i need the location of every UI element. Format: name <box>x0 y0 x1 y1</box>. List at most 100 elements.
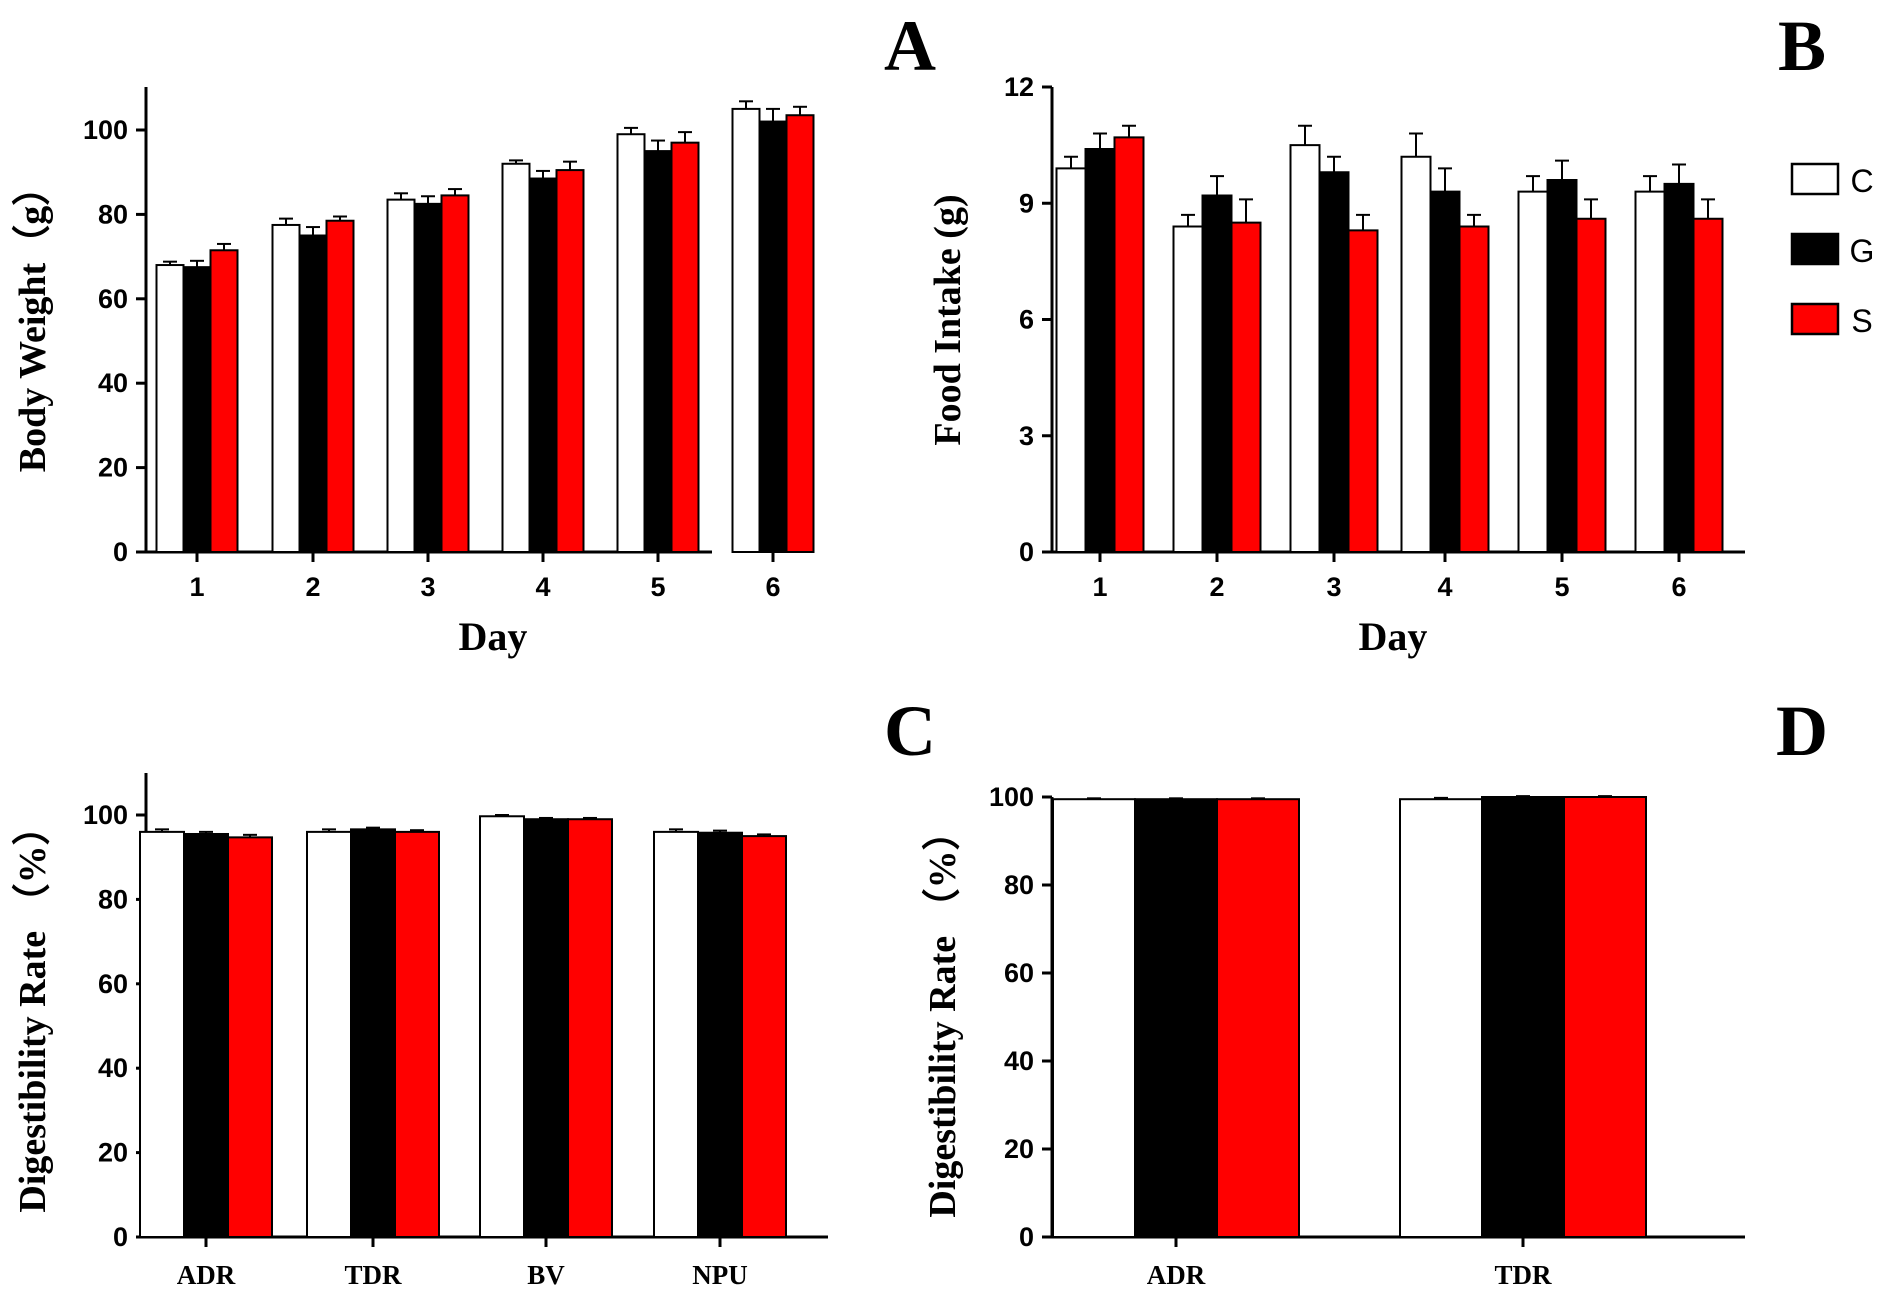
bar-s <box>1458 225 1490 553</box>
x-tick-label: 2 <box>1209 572 1224 602</box>
bar-c <box>139 830 185 1238</box>
x-tick-label: 5 <box>1554 572 1569 602</box>
panel-letter: A <box>884 6 936 86</box>
y-tick-label: 60 <box>98 284 128 314</box>
bar-g <box>758 120 788 553</box>
y-axis-title: Food Intake (g) <box>927 194 969 445</box>
x-tick-label: 3 <box>420 572 435 602</box>
bar-c <box>1172 225 1204 553</box>
y-axis-title: Digestibility Rate （%） <box>12 807 54 1212</box>
bar-c <box>306 830 352 1238</box>
y-tick-label: 9 <box>1019 188 1034 218</box>
y-tick-label: 80 <box>98 884 128 914</box>
y-axis-title: Digestibility Rate （%） <box>922 812 964 1217</box>
y-tick-label: 60 <box>1004 958 1034 988</box>
bar-s <box>1216 798 1300 1238</box>
panel-a-body-weight: 0 20 40 60 80 100 1 2 3 4 5 6 Body Weight（g） Day A <box>12 6 936 659</box>
panel-c-digestibility: 0 20 40 60 80 100 ADR TDR BV NPU Digestibility Rat… <box>12 691 936 1290</box>
y-tick-label: 100 <box>83 800 128 830</box>
y-tick-label: 0 <box>113 1222 128 1252</box>
bar-c <box>1400 155 1432 553</box>
panel-letter: D <box>1776 691 1828 771</box>
y-tick-label: 100 <box>989 782 1034 812</box>
x-tick-label: ADR <box>177 1260 236 1290</box>
x-tick-label: 6 <box>1671 572 1686 602</box>
y-tick-label: 80 <box>1004 870 1034 900</box>
panel-letter: B <box>1778 6 1826 86</box>
legend-label-s: S <box>1851 303 1872 339</box>
bar-s <box>741 835 787 1238</box>
y-tick-label: 40 <box>98 368 128 398</box>
bar-g <box>1201 194 1233 553</box>
y-axis-title: Body Weight（g） <box>12 168 54 472</box>
bar-c <box>731 107 761 554</box>
bar-c <box>1289 144 1321 553</box>
x-axis-title: Day <box>1359 614 1428 659</box>
x-axis-title: Day <box>459 614 528 659</box>
bar-g <box>182 266 212 553</box>
x-tick-label: NPU <box>692 1260 748 1290</box>
bar-s <box>1563 796 1647 1238</box>
bar-s <box>227 836 273 1239</box>
y-tick-label: 40 <box>1004 1046 1034 1076</box>
bar-s <box>1575 217 1607 553</box>
bar-g <box>1663 182 1695 553</box>
bar-s <box>555 169 585 553</box>
bar-g <box>523 818 569 1238</box>
y-tick-label: 20 <box>98 453 128 483</box>
bar-g <box>1134 798 1218 1238</box>
bar-s <box>567 818 613 1238</box>
y-tick-label: 20 <box>1004 1134 1034 1164</box>
x-tick-label: TDR <box>344 1260 402 1290</box>
y-tick-label: 60 <box>98 969 128 999</box>
legend: CGS <box>1790 162 1875 339</box>
x-tick-label: 4 <box>1437 572 1452 602</box>
bar-s <box>394 830 440 1238</box>
x-tick-label: 3 <box>1326 572 1341 602</box>
legend-label-c: C <box>1850 163 1873 199</box>
x-tick-label: ADR <box>1147 1260 1206 1290</box>
bar-c <box>386 198 416 553</box>
bar-c <box>1517 190 1549 553</box>
panel-d-digestibility: 0 20 40 60 80 100 ADR TDR Digestibility Rate （%）… <box>922 691 1828 1290</box>
bar-g <box>413 202 443 553</box>
y-tick-label: 0 <box>113 537 128 567</box>
y-tick-label: 20 <box>98 1138 128 1168</box>
y-tick-label: 6 <box>1019 305 1034 335</box>
x-tick-label: 1 <box>189 572 204 602</box>
legend-swatch-g <box>1790 232 1840 266</box>
bar-s <box>440 194 470 553</box>
legend-swatch-s <box>1790 302 1840 336</box>
bar-g <box>643 150 673 553</box>
bar-c <box>155 264 185 553</box>
bar-c <box>1399 798 1483 1238</box>
bar-c <box>653 830 699 1238</box>
bar-g <box>298 234 328 553</box>
bar-s <box>1692 217 1724 553</box>
bar-g <box>183 832 229 1238</box>
bar-c <box>501 162 531 553</box>
legend-label-g: G <box>1850 233 1875 269</box>
y-tick-label: 80 <box>98 199 128 229</box>
bar-s <box>1113 136 1145 553</box>
bar-g <box>1481 796 1565 1238</box>
bar-s <box>209 249 239 554</box>
legend-swatch-c <box>1790 162 1840 196</box>
x-tick-label: 1 <box>1092 572 1107 602</box>
bar-g <box>697 831 743 1238</box>
bar-s <box>1347 229 1379 553</box>
bar-g <box>350 828 396 1239</box>
bar-c <box>271 223 301 553</box>
bar-c <box>1052 798 1136 1238</box>
x-tick-label: 2 <box>305 572 320 602</box>
x-tick-label: 6 <box>765 572 780 602</box>
bar-c <box>1055 167 1087 553</box>
y-tick-label: 100 <box>83 115 128 145</box>
x-tick-label: BV <box>527 1260 565 1290</box>
bar-g <box>528 177 558 553</box>
bar-s <box>1230 221 1262 553</box>
x-tick-label: 4 <box>535 572 550 602</box>
bar-c <box>616 133 646 553</box>
